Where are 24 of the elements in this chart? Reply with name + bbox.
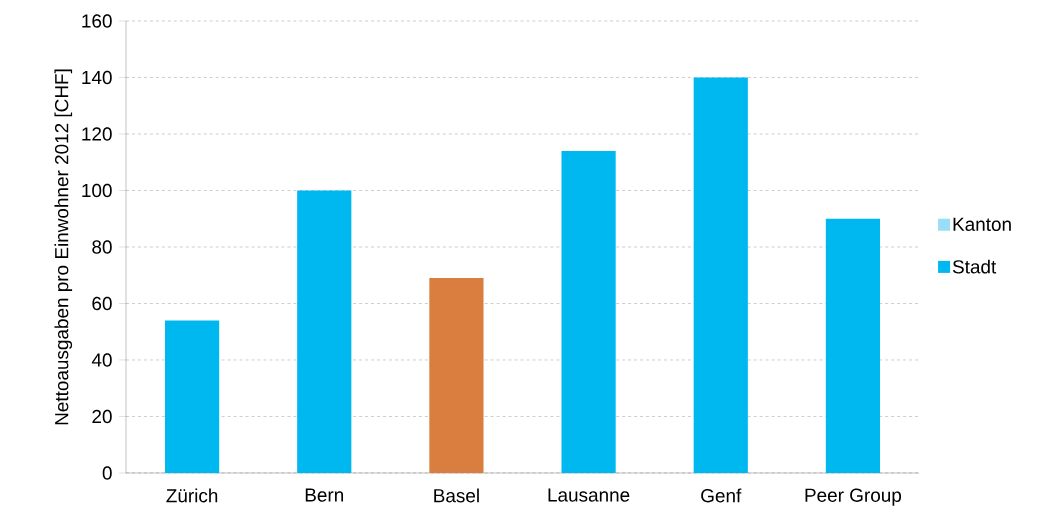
y-tick-label: 120 [82, 127, 112, 141]
y-tick-label: 20 [92, 409, 112, 424]
x-tick-label: Peer Group [805, 488, 902, 506]
y-tick-label: 40 [91, 353, 112, 367]
x-tick-label: Genf [701, 488, 742, 503]
legend-label: Kanton [953, 217, 1011, 231]
bar [825, 218, 881, 473]
bar [561, 150, 616, 473]
y-tick-label: 160 [82, 14, 112, 28]
bar [297, 190, 352, 473]
x-tick-label: Lausanne [548, 488, 630, 502]
y-tick-label: 100 [82, 183, 112, 198]
y-axis-title: Nettoausgaben pro Einwohner 2012 [CHF] [54, 69, 73, 425]
y-tick-label: 140 [82, 70, 112, 85]
bar [429, 278, 484, 473]
x-tick-label: Zürich [166, 488, 218, 503]
y-tick-label: 60 [92, 296, 112, 311]
y-tick-label: 80 [92, 240, 112, 254]
legend-label: Stadt [952, 259, 997, 274]
bar [693, 77, 748, 473]
x-tick-label: Bern [305, 488, 344, 502]
y-tick-label: 0 [102, 466, 112, 480]
bar [165, 320, 220, 473]
x-tick-label: Basel [434, 488, 479, 503]
